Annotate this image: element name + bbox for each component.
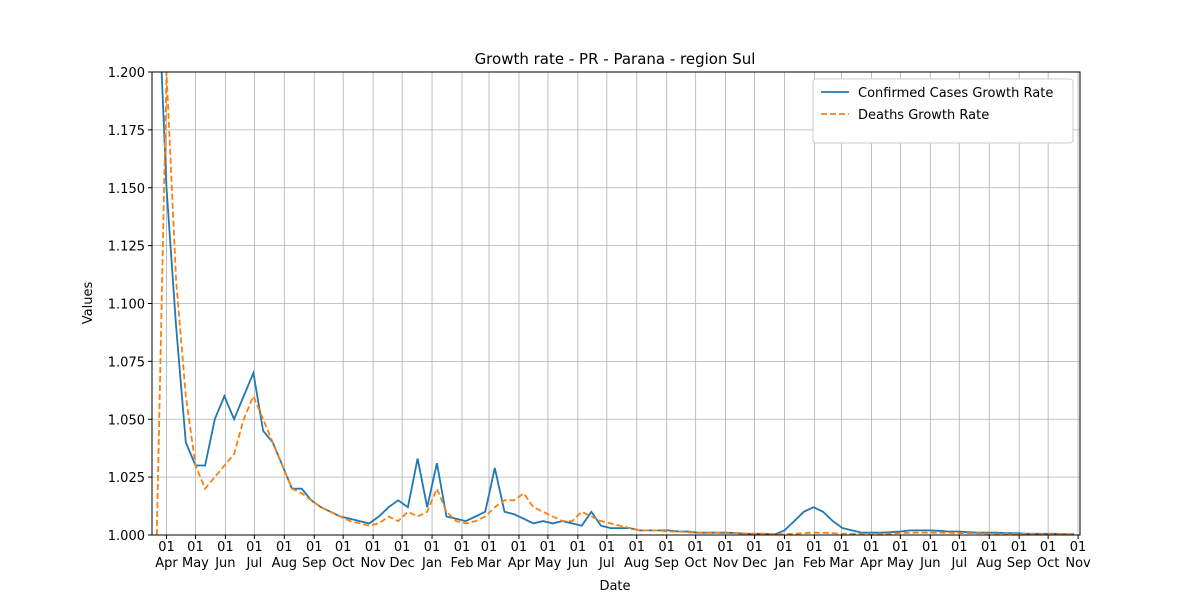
x-tick-label: 01 May xyxy=(534,540,562,571)
x-tick-label: 01 Mar xyxy=(829,540,854,571)
y-tick-label: 1.025 xyxy=(108,471,145,486)
x-axis-label: Date xyxy=(599,579,630,594)
x-tick-label: 01 Apr xyxy=(507,540,531,571)
x-tick-label: 01 Oct xyxy=(684,540,707,571)
x-tick-label: 01 May xyxy=(886,540,914,571)
y-axis-label: Values xyxy=(81,282,96,325)
x-tick-label: 01 Oct xyxy=(331,540,355,571)
x-tick-label: 01 Jul xyxy=(598,540,616,571)
x-tick-label: 01 Aug xyxy=(624,540,650,571)
y-tick-label: 1.200 xyxy=(108,66,145,81)
x-tick-label: 01 May xyxy=(182,540,209,571)
x-tick-label: 01 Apr xyxy=(155,540,178,571)
x-tick-label: 01 Jan xyxy=(422,540,443,571)
x-tick-label: 01 Sep xyxy=(654,540,679,571)
x-tick-label: 01 Oct xyxy=(1036,540,1060,571)
x-tick-label: 01 Jun xyxy=(215,540,236,571)
x-tick-label: 01 Apr xyxy=(860,540,883,571)
x-tick-label: 01 Sep xyxy=(301,540,327,571)
x-tick-label: 01 Nov xyxy=(360,540,386,571)
x-tick-label: 01 Jul xyxy=(246,540,263,571)
plot-lines xyxy=(155,72,1075,535)
y-tick-label: 1.125 xyxy=(108,240,145,255)
x-tick-label: 01 Aug xyxy=(976,540,1002,571)
x-tick-label: 01 Jul xyxy=(951,540,968,571)
chart-title: Growth rate - PR - Parana - region Sul xyxy=(475,50,756,68)
plot-frame xyxy=(151,71,1081,536)
x-tick-label: 01 Jan xyxy=(774,540,795,571)
legend-label: Deaths Growth Rate xyxy=(858,108,989,123)
legend-box xyxy=(812,78,1074,144)
y-tick-label: 1.000 xyxy=(108,529,145,544)
x-tick-label: 01 Dec xyxy=(389,540,415,571)
x-tick-label: 01 Jun xyxy=(920,540,941,571)
x-tick-label: 01 Nov xyxy=(712,540,739,571)
x-tick-label: 01 Sep xyxy=(1006,540,1032,571)
y-tick-label: 1.150 xyxy=(108,182,145,197)
x-tick-label: 01 Aug xyxy=(271,540,297,571)
x-tick-label: 01 Nov xyxy=(1065,540,1091,571)
y-tick-label: 1.100 xyxy=(108,298,145,313)
y-tick-label: 1.175 xyxy=(108,124,145,139)
x-tick-label: 01 Dec xyxy=(741,540,768,571)
x-tick-label: 01 Feb xyxy=(450,540,474,571)
legend-label: Confirmed Cases Growth Rate xyxy=(858,86,1053,101)
x-tick-label: 01 Jun xyxy=(567,540,588,571)
x-tick-label: 01 Mar xyxy=(476,540,502,571)
y-tick-label: 1.050 xyxy=(108,413,145,428)
x-tick-label: 01 Feb xyxy=(802,540,826,571)
y-tick-label: 1.075 xyxy=(108,355,145,370)
data-line xyxy=(155,72,1075,535)
